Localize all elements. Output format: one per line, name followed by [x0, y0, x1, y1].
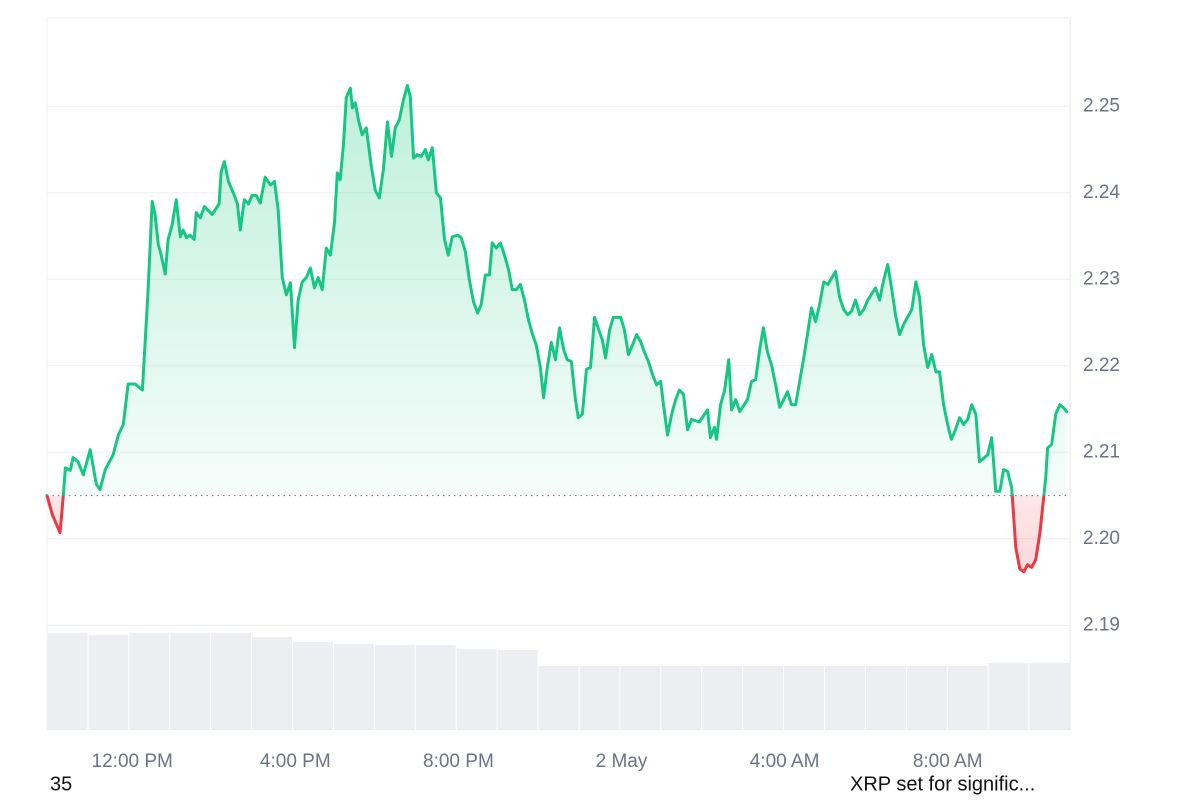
volume-bar: [538, 666, 579, 730]
y-tick-label: 2.22: [1083, 355, 1120, 376]
volume-bar: [947, 666, 988, 730]
volume-bar: [88, 635, 129, 730]
volume-bar: [988, 663, 1029, 730]
volume-bar: [784, 666, 824, 730]
x-tick-label: 8:00 AM: [913, 751, 983, 772]
volume-bar: [906, 666, 947, 730]
price-line: [45, 83, 1069, 574]
y-tick-label: 2.21: [1083, 441, 1120, 462]
y-tick-label: 2.19: [1083, 614, 1120, 635]
x-tick-label: 4:00 PM: [260, 751, 331, 772]
volume-bar: [129, 633, 170, 730]
y-tick-label: 2.23: [1083, 268, 1120, 289]
y-tick-label: 2.24: [1083, 182, 1120, 203]
volume-bar: [620, 666, 661, 730]
news-link[interactable]: XRP set for signific...: [850, 773, 1035, 795]
price-area: [47, 85, 1067, 572]
volume-bar: [211, 633, 252, 730]
x-tick-label: 8:00 PM: [423, 751, 494, 772]
volume-bar: [661, 666, 702, 730]
volume-bar: [1029, 663, 1070, 730]
volume-bar: [374, 645, 415, 730]
volume-bar: [743, 666, 784, 730]
y-tick-label: 2.25: [1083, 95, 1120, 116]
volume-bar: [415, 645, 456, 730]
volume-bar: [293, 642, 333, 730]
volume-bar: [865, 666, 906, 730]
x-tick-label: 2 May: [596, 751, 648, 772]
x-tick-label: 12:00 PM: [92, 751, 173, 772]
volume-bar: [47, 633, 88, 730]
volume-bar: [333, 644, 374, 730]
volume-bar: [702, 666, 743, 730]
footer-left-text: 35: [50, 773, 72, 795]
x-tick-label: 4:00 AM: [750, 751, 820, 772]
volume-bar: [170, 633, 211, 730]
volume-bar: [824, 666, 865, 730]
volume-bar: [456, 649, 497, 730]
y-tick-label: 2.20: [1083, 528, 1120, 549]
volume-bar: [497, 650, 538, 730]
volume-bar: [252, 637, 293, 730]
volume-bar: [579, 666, 620, 730]
